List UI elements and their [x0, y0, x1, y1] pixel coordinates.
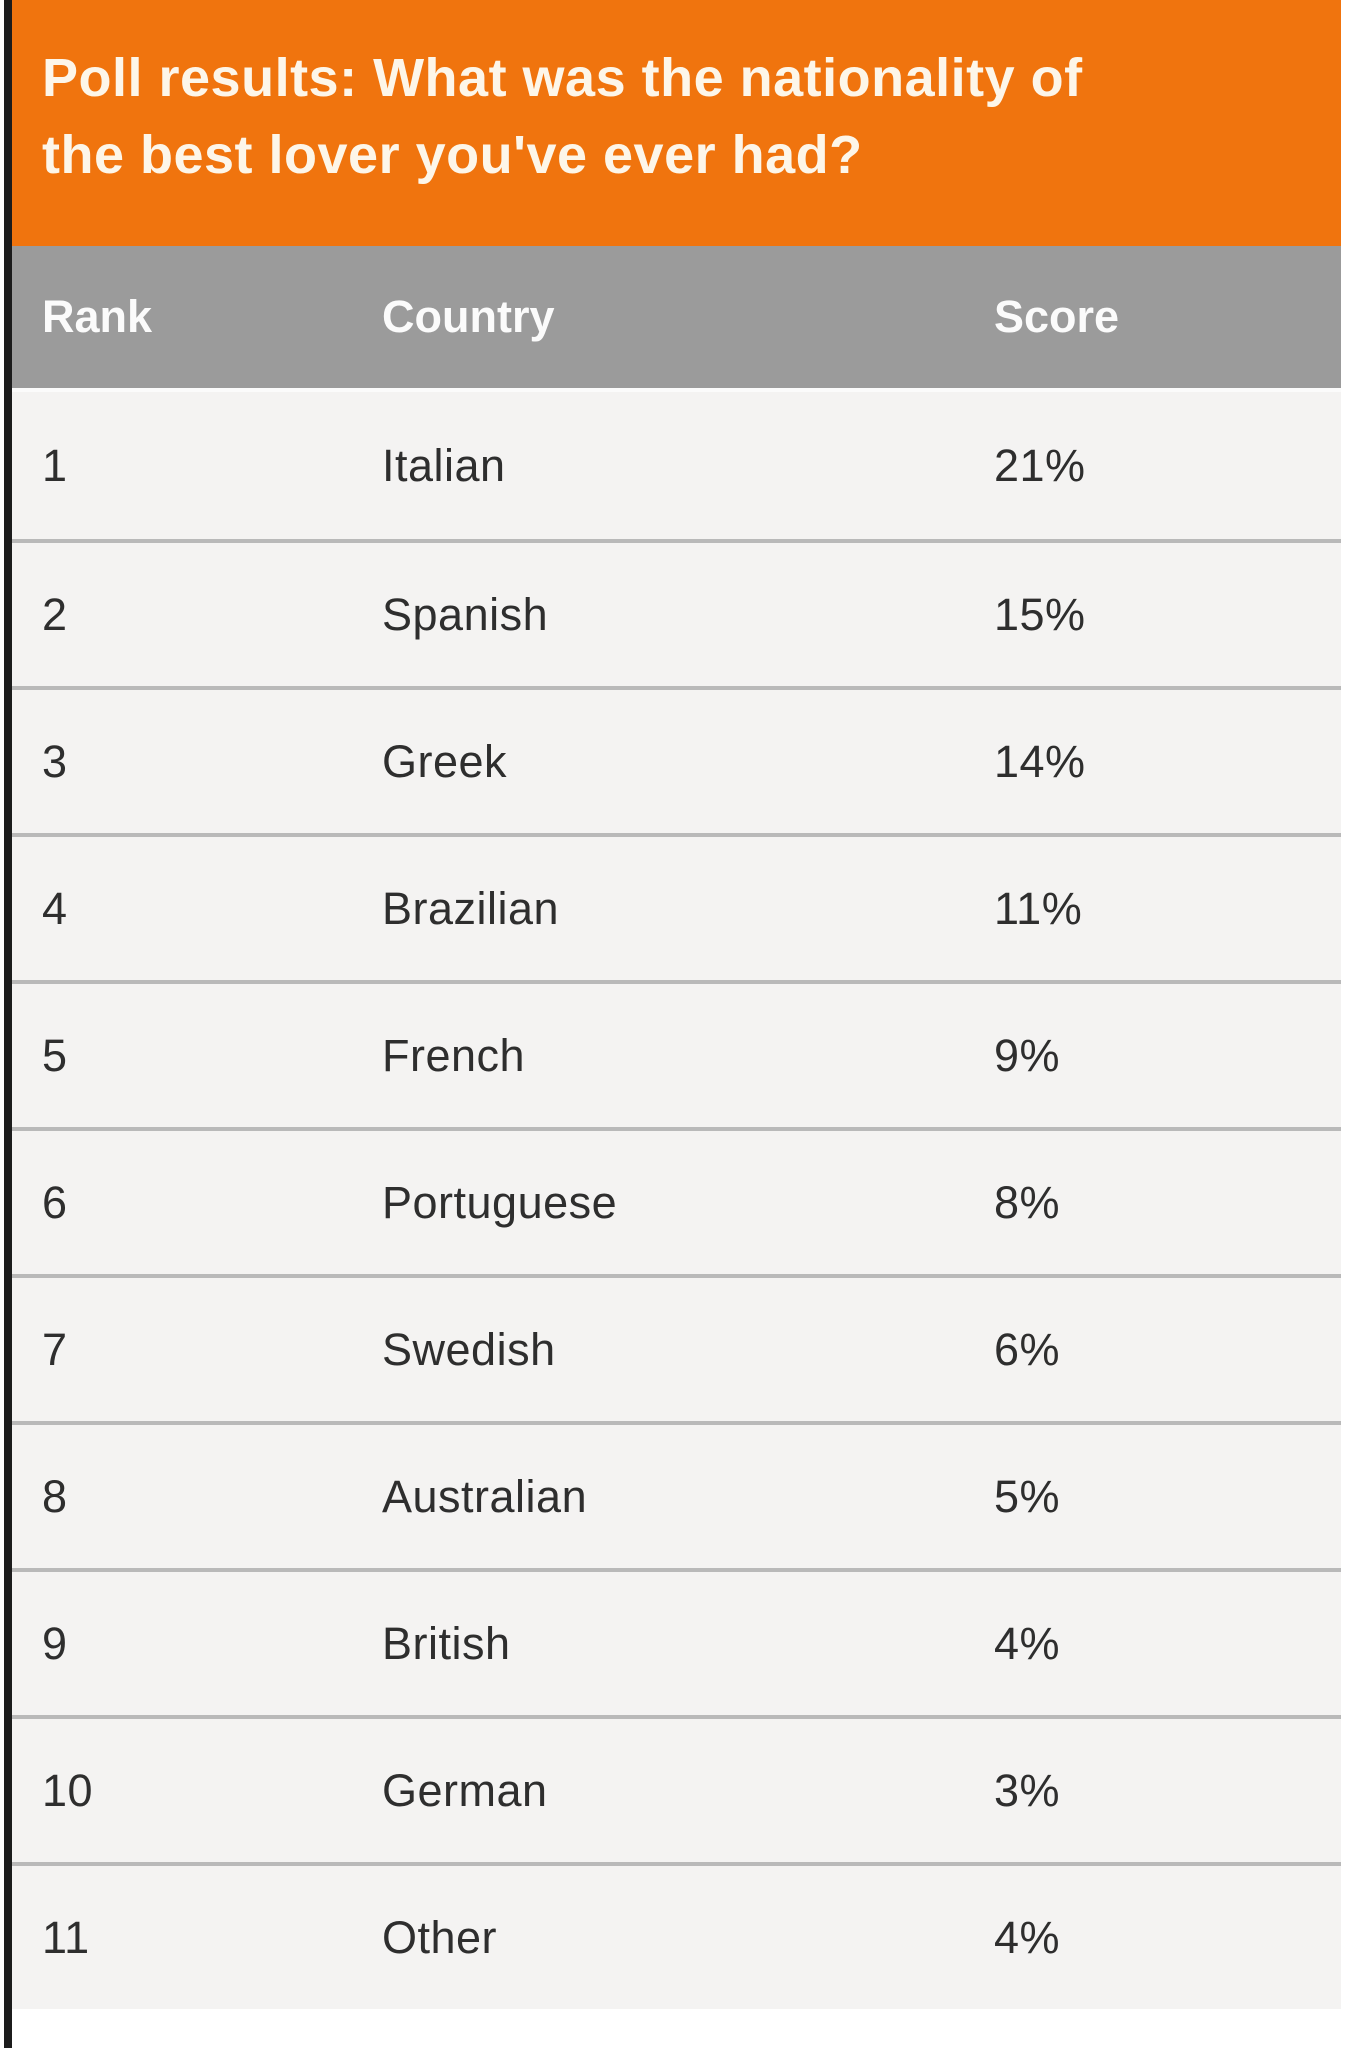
column-header-country: Country [382, 291, 555, 342]
score-cell: 8% [994, 1176, 1061, 1228]
country-cell: Portuguese [382, 1176, 618, 1228]
country-cell: Swedish [382, 1323, 556, 1375]
table-row: 10 German 3% [12, 1715, 1341, 1862]
score-cell: 5% [994, 1470, 1061, 1522]
score-cell: 4% [994, 1617, 1061, 1669]
poll-title: Poll results: What was the nationality o… [42, 48, 1083, 185]
table-row: 9 British 4% [12, 1568, 1341, 1715]
table-row: 4 Brazilian 11% [12, 833, 1341, 980]
country-cell: Italian [382, 439, 506, 491]
rank-cell: 10 [42, 1764, 94, 1816]
score-cell: 14% [994, 735, 1086, 787]
table-row: 5 French 9% [12, 980, 1341, 1127]
score-cell: 4% [994, 1911, 1061, 1963]
rank-cell: 4 [42, 882, 68, 934]
table-row: 1 Italian 21% [12, 392, 1341, 539]
country-cell: Australian [382, 1470, 588, 1522]
rank-cell: 8 [42, 1470, 68, 1522]
rank-cell: 7 [42, 1323, 68, 1375]
table-row: 3 Greek 14% [12, 686, 1341, 833]
poll-title-banner: Poll results: What was the nationality o… [12, 0, 1341, 246]
country-cell: Greek [382, 735, 508, 787]
rank-cell: 1 [42, 439, 68, 491]
rank-cell: 5 [42, 1029, 68, 1081]
rank-cell: 9 [42, 1617, 68, 1669]
table-row: 2 Spanish 15% [12, 539, 1341, 686]
poll-table-body: 1 Italian 21% 2 Spanish 15% 3 Greek 14% 4 Brazilia… [12, 388, 1341, 2009]
score-cell: 21% [994, 439, 1086, 491]
table-row: 7 Swedish 6% [12, 1274, 1341, 1421]
country-cell: Spanish [382, 588, 549, 640]
table-header-row: Rank Country Score [12, 246, 1341, 388]
table-row: 8 Australian 5% [12, 1421, 1341, 1568]
country-cell: Other [382, 1911, 498, 1963]
country-cell: Brazilian [382, 882, 560, 934]
country-cell: French [382, 1029, 526, 1081]
poll-results-widget: Poll results: What was the nationality o… [4, 0, 1341, 2048]
score-cell: 15% [994, 588, 1086, 640]
table-row: 11 Other 4% [12, 1862, 1341, 2009]
column-header-score: Score [994, 291, 1120, 342]
table-row: 6 Portuguese 8% [12, 1127, 1341, 1274]
column-header-rank: Rank [42, 291, 153, 342]
country-cell: German [382, 1764, 548, 1816]
rank-cell: 3 [42, 735, 68, 787]
rank-cell: 6 [42, 1176, 68, 1228]
score-cell: 6% [994, 1323, 1061, 1375]
score-cell: 3% [994, 1764, 1061, 1816]
score-cell: 9% [994, 1029, 1061, 1081]
score-cell: 11% [994, 882, 1083, 934]
rank-cell: 11 [42, 1911, 90, 1963]
country-cell: British [382, 1617, 511, 1669]
rank-cell: 2 [42, 588, 68, 640]
